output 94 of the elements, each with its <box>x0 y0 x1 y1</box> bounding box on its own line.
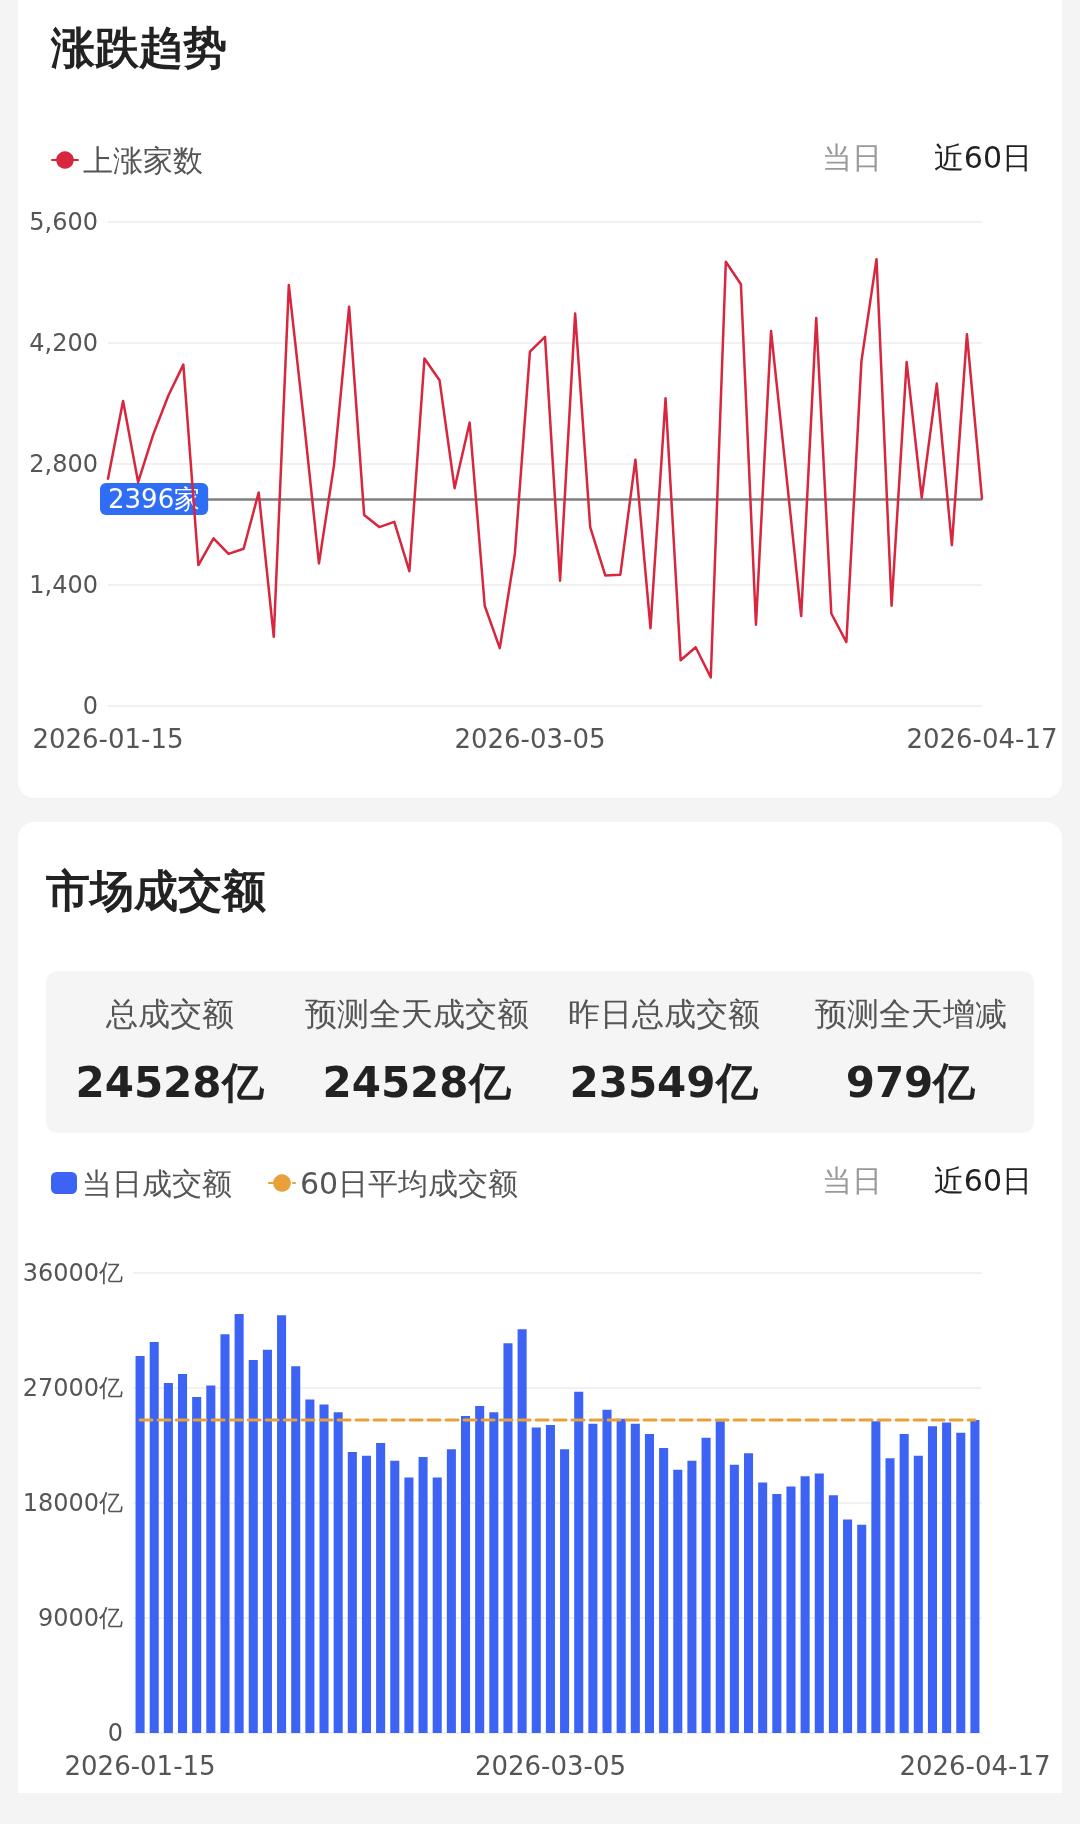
x-tick-label: 2026-01-15 <box>32 724 184 754</box>
text: 预测全天成交额 <box>303 994 530 1035</box>
legend-label: 上涨家数 <box>83 142 203 178</box>
bar <box>347 1451 357 1733</box>
bar <box>333 1412 343 1733</box>
text: 预测全天增减 <box>813 994 1008 1035</box>
bar <box>560 1449 570 1733</box>
bar <box>871 1421 881 1733</box>
y-tick-label: 18000亿 <box>22 1489 123 1517</box>
bar <box>772 1494 782 1733</box>
bar <box>206 1385 216 1733</box>
text: 当日 <box>822 139 882 175</box>
bar <box>956 1432 966 1733</box>
bar <box>135 1356 145 1733</box>
bar <box>744 1453 754 1733</box>
bar <box>814 1473 824 1733</box>
y-tick-label: 5,600 <box>29 208 98 236</box>
line-series <box>106 257 984 679</box>
x-tick-label: 2026-03-05 <box>474 1751 626 1781</box>
bar <box>277 1315 287 1733</box>
bar <box>588 1423 598 1733</box>
text: 近60日 <box>933 139 1033 175</box>
bar <box>531 1427 541 1733</box>
bar <box>376 1442 386 1733</box>
y-tick-label: 9000亿 <box>37 1604 123 1632</box>
bar <box>446 1449 456 1733</box>
text: 市场成交额 <box>46 864 267 918</box>
y-tick-label: 36000亿 <box>22 1259 123 1287</box>
bar <box>687 1460 697 1733</box>
bar <box>149 1342 159 1733</box>
text: 当日 <box>822 1162 882 1198</box>
bar <box>262 1349 272 1733</box>
bar <box>404 1477 414 1733</box>
bar <box>857 1524 867 1733</box>
text: 24528亿 <box>74 1057 265 1109</box>
legend-label: 当日成交额 <box>82 1165 232 1201</box>
y-tick-label: 0 <box>82 692 98 720</box>
bar <box>248 1359 258 1733</box>
bar <box>461 1416 471 1733</box>
bar <box>489 1412 499 1733</box>
bar <box>361 1455 371 1733</box>
bar <box>234 1313 244 1733</box>
x-tick-label: 2026-03-05 <box>454 724 606 754</box>
bar <box>758 1482 768 1733</box>
bar <box>800 1476 810 1733</box>
bar <box>913 1455 923 1733</box>
bar <box>432 1477 442 1733</box>
bar <box>602 1409 612 1733</box>
bar <box>630 1423 640 1733</box>
bar <box>701 1437 711 1733</box>
bar <box>305 1399 315 1733</box>
bar <box>545 1425 555 1733</box>
bar <box>899 1434 909 1733</box>
x-tick-label: 2026-04-17 <box>906 724 1058 754</box>
bar <box>942 1422 952 1733</box>
x-tick-label: 2026-04-17 <box>899 1751 1051 1781</box>
bar <box>659 1448 669 1733</box>
text: 近60日 <box>933 1162 1033 1198</box>
text: 总成交额 <box>104 994 235 1035</box>
bar <box>843 1519 853 1733</box>
bar <box>574 1391 584 1733</box>
text: 24528亿 <box>321 1057 512 1109</box>
bar <box>644 1434 654 1733</box>
bar <box>970 1419 980 1733</box>
bar <box>828 1495 838 1733</box>
chart-title: 涨跌趋势 <box>50 21 227 73</box>
bar <box>673 1469 683 1733</box>
bar <box>220 1334 230 1733</box>
bar <box>503 1343 513 1733</box>
bar <box>418 1457 428 1733</box>
x-tick-label: 2026-01-15 <box>64 1751 216 1781</box>
legend-label: 60日平均成交额 <box>300 1165 519 1201</box>
y-tick-label: 4,200 <box>29 329 98 357</box>
text: 昨日总成交额 <box>566 994 761 1035</box>
bar <box>517 1329 527 1733</box>
bar <box>475 1405 485 1733</box>
bar <box>927 1426 937 1733</box>
bar <box>786 1486 796 1733</box>
bar <box>885 1458 895 1733</box>
text: 979亿 <box>844 1057 977 1109</box>
y-tick-label: 27000亿 <box>22 1374 123 1402</box>
text: 23549亿 <box>568 1057 759 1109</box>
bar <box>163 1382 173 1733</box>
bar <box>390 1460 400 1733</box>
bar <box>729 1464 739 1733</box>
bar <box>319 1404 329 1733</box>
y-tick-label: 2,800 <box>29 450 98 478</box>
bar <box>178 1373 188 1733</box>
bar <box>715 1421 725 1733</box>
bar <box>192 1396 202 1733</box>
bar <box>616 1418 626 1733</box>
bar <box>291 1366 301 1733</box>
y-tick-label: 1,400 <box>29 571 98 599</box>
y-tick-label: 0 <box>107 1719 123 1747</box>
